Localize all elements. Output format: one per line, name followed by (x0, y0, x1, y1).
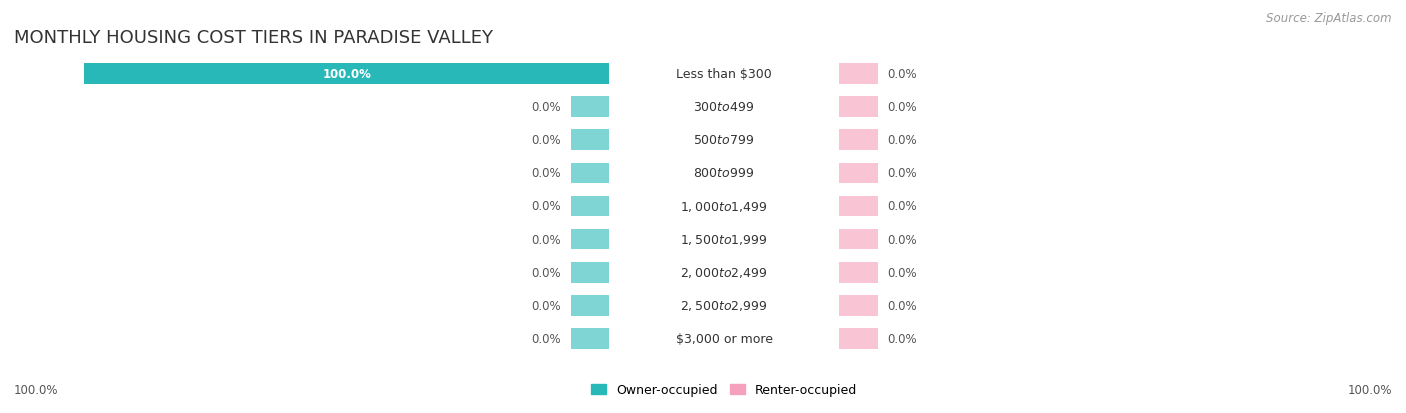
Bar (571, 262, 609, 283)
Bar (839, 262, 877, 283)
Text: 100.0%: 100.0% (14, 384, 59, 396)
Text: Source: ZipAtlas.com: Source: ZipAtlas.com (1267, 12, 1392, 25)
FancyBboxPatch shape (84, 75, 1364, 140)
Bar (571, 328, 609, 349)
Text: $3,000 or more: $3,000 or more (676, 332, 772, 345)
Text: $2,500 to $2,999: $2,500 to $2,999 (681, 299, 768, 313)
Text: $500 to $799: $500 to $799 (693, 134, 755, 147)
Text: 0.0%: 0.0% (531, 299, 561, 312)
Text: Less than $300: Less than $300 (676, 68, 772, 81)
Bar (839, 163, 877, 184)
FancyBboxPatch shape (84, 207, 1364, 272)
FancyBboxPatch shape (84, 174, 1364, 239)
Text: 100.0%: 100.0% (322, 68, 371, 81)
Text: 0.0%: 0.0% (887, 233, 917, 246)
FancyBboxPatch shape (84, 141, 1364, 206)
Text: 0.0%: 0.0% (887, 134, 917, 147)
Text: 0.0%: 0.0% (531, 233, 561, 246)
Bar (839, 130, 877, 151)
Text: 0.0%: 0.0% (887, 101, 917, 114)
Text: 0.0%: 0.0% (531, 134, 561, 147)
Text: $2,000 to $2,499: $2,000 to $2,499 (681, 266, 768, 280)
FancyBboxPatch shape (84, 240, 1364, 305)
Bar (839, 97, 877, 118)
FancyBboxPatch shape (84, 273, 1364, 338)
Bar (839, 196, 877, 217)
Bar (571, 229, 609, 250)
Legend: Owner-occupied, Renter-occupied: Owner-occupied, Renter-occupied (586, 378, 862, 401)
Bar (839, 295, 877, 316)
Bar (839, 328, 877, 349)
Text: 0.0%: 0.0% (887, 200, 917, 213)
Text: $300 to $499: $300 to $499 (693, 101, 755, 114)
Text: 0.0%: 0.0% (531, 332, 561, 345)
Text: 0.0%: 0.0% (531, 200, 561, 213)
Text: 0.0%: 0.0% (887, 68, 917, 81)
FancyBboxPatch shape (84, 306, 1364, 371)
Text: $1,000 to $1,499: $1,000 to $1,499 (681, 199, 768, 214)
Text: 0.0%: 0.0% (887, 299, 917, 312)
Text: MONTHLY HOUSING COST TIERS IN PARADISE VALLEY: MONTHLY HOUSING COST TIERS IN PARADISE V… (14, 29, 494, 47)
Text: 0.0%: 0.0% (887, 266, 917, 279)
Text: 0.0%: 0.0% (531, 167, 561, 180)
Bar (571, 97, 609, 118)
Bar (571, 130, 609, 151)
Bar (839, 64, 877, 85)
Bar (571, 163, 609, 184)
FancyBboxPatch shape (84, 42, 1364, 107)
Bar (84, 64, 609, 85)
FancyBboxPatch shape (84, 108, 1364, 173)
Text: 0.0%: 0.0% (887, 167, 917, 180)
Text: 0.0%: 0.0% (531, 266, 561, 279)
Bar (571, 196, 609, 217)
Text: $1,500 to $1,999: $1,500 to $1,999 (681, 233, 768, 247)
Text: 0.0%: 0.0% (531, 101, 561, 114)
Text: 100.0%: 100.0% (1347, 384, 1392, 396)
Text: $800 to $999: $800 to $999 (693, 167, 755, 180)
Text: 0.0%: 0.0% (887, 332, 917, 345)
Bar (839, 229, 877, 250)
Bar (571, 295, 609, 316)
